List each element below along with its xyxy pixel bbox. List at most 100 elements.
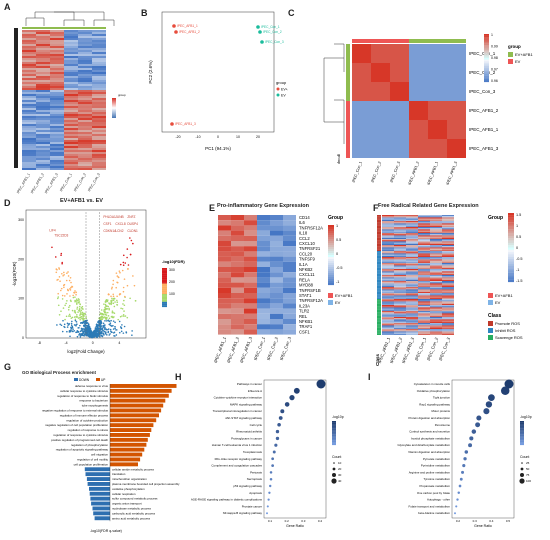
- a-cell: [50, 146, 64, 148]
- a-cell: [36, 70, 50, 72]
- f-cell: [430, 259, 442, 261]
- f-legend-swatch: [488, 293, 493, 298]
- d-scale-step: [162, 278, 167, 280]
- d-scale-step: [162, 303, 167, 305]
- f-class-cell: [377, 321, 381, 323]
- a-cell: [50, 96, 64, 98]
- b-xtick: -20: [175, 135, 180, 139]
- c-scale-step: [484, 38, 489, 41]
- a-cell: [78, 164, 92, 166]
- a-cell: [50, 72, 64, 74]
- f-cell: [418, 225, 430, 227]
- f-cell: [442, 331, 454, 333]
- a-cell: [78, 132, 92, 134]
- f-class-cell: [377, 309, 381, 311]
- d-point: [68, 304, 71, 307]
- f-class-cell: [377, 225, 381, 227]
- f-cell: [442, 258, 454, 260]
- e-col-label: IPEC_AFB1_1: [213, 336, 227, 364]
- f-cell: [442, 264, 454, 266]
- panel-b-label: B: [141, 8, 148, 18]
- d-point: [122, 303, 124, 305]
- d-point: [115, 286, 117, 289]
- d-point: [116, 301, 119, 304]
- a-cell: [92, 100, 106, 102]
- d-point: [122, 290, 125, 293]
- f-class-cell: [377, 239, 381, 241]
- d-point: [101, 327, 104, 330]
- f-cell: [430, 329, 442, 331]
- i-scale-step: [520, 431, 524, 434]
- panel-i-label: I: [368, 372, 371, 382]
- f-cell: [430, 331, 442, 333]
- e-cell: [283, 303, 296, 309]
- f-class-cell: [377, 266, 381, 268]
- c-cell: [409, 82, 428, 101]
- d-point: [58, 268, 61, 270]
- d-point: [66, 293, 68, 295]
- a-cell: [78, 106, 92, 108]
- f-cell: [430, 261, 442, 263]
- f-class-cell: [377, 258, 381, 260]
- f-cell: [442, 313, 454, 315]
- f-cell: [418, 260, 430, 262]
- e-gene-label: TRAF1: [299, 324, 313, 329]
- e-gene-label: REL: [299, 314, 308, 319]
- d-point: [71, 325, 74, 328]
- e-cell: [283, 220, 296, 226]
- d-point: [68, 279, 71, 282]
- a-cell: [22, 110, 36, 112]
- d-point: [78, 308, 81, 311]
- f-cell: [442, 218, 454, 220]
- e-gene-label: TNFSF9: [299, 257, 315, 262]
- c-cell: [390, 82, 409, 101]
- f-cell: [430, 252, 442, 254]
- i-scale-step: [520, 424, 524, 426]
- d-point: [74, 309, 76, 312]
- h-xtick: 0.1: [268, 519, 273, 523]
- a-cell: [22, 138, 36, 140]
- d-point: [105, 312, 107, 314]
- d-point: [121, 315, 123, 317]
- c-cell: [428, 139, 447, 158]
- a-cell: [92, 74, 106, 76]
- f-cell: [418, 251, 430, 253]
- f-class-cell: [377, 261, 381, 263]
- i-scale-step: [520, 440, 524, 442]
- a-cell: [64, 136, 78, 138]
- f-cell: [406, 314, 418, 316]
- f-cell: [394, 273, 406, 275]
- g-bar: [110, 398, 166, 403]
- i-scale-step: [520, 430, 524, 432]
- e-cell: [270, 308, 283, 314]
- f-cell: [382, 218, 394, 220]
- f-cell: [430, 296, 442, 298]
- h-term-label: MAPK signaling pathway: [230, 402, 263, 406]
- f-cell: [430, 321, 442, 323]
- f-cell: [442, 330, 454, 332]
- f-cell: [406, 299, 418, 301]
- c-row-label: IPEC_Con_1: [469, 51, 496, 56]
- f-class-cell: [377, 228, 381, 230]
- f-scale-step: [508, 213, 514, 216]
- a-cell: [50, 78, 64, 80]
- g-term-label: regulation of phosphorylation: [71, 443, 109, 447]
- d-point: [79, 311, 82, 313]
- h-dot: [267, 498, 270, 501]
- f-cell: [418, 303, 430, 305]
- i-scale-step: [520, 439, 524, 441]
- a-cell: [92, 52, 106, 54]
- f-cell: [418, 332, 430, 334]
- f-cell: [442, 287, 454, 289]
- f-cell: [394, 237, 406, 239]
- a-cell: [36, 138, 50, 140]
- d-point: [108, 334, 111, 336]
- h-dot: [277, 423, 281, 427]
- d-point: [131, 330, 133, 332]
- f-cell: [394, 293, 406, 295]
- a-cell: [78, 118, 92, 120]
- a-cell: [22, 114, 36, 116]
- d-point: [106, 316, 108, 319]
- f-cell: [394, 233, 406, 235]
- a-cell: [78, 62, 92, 64]
